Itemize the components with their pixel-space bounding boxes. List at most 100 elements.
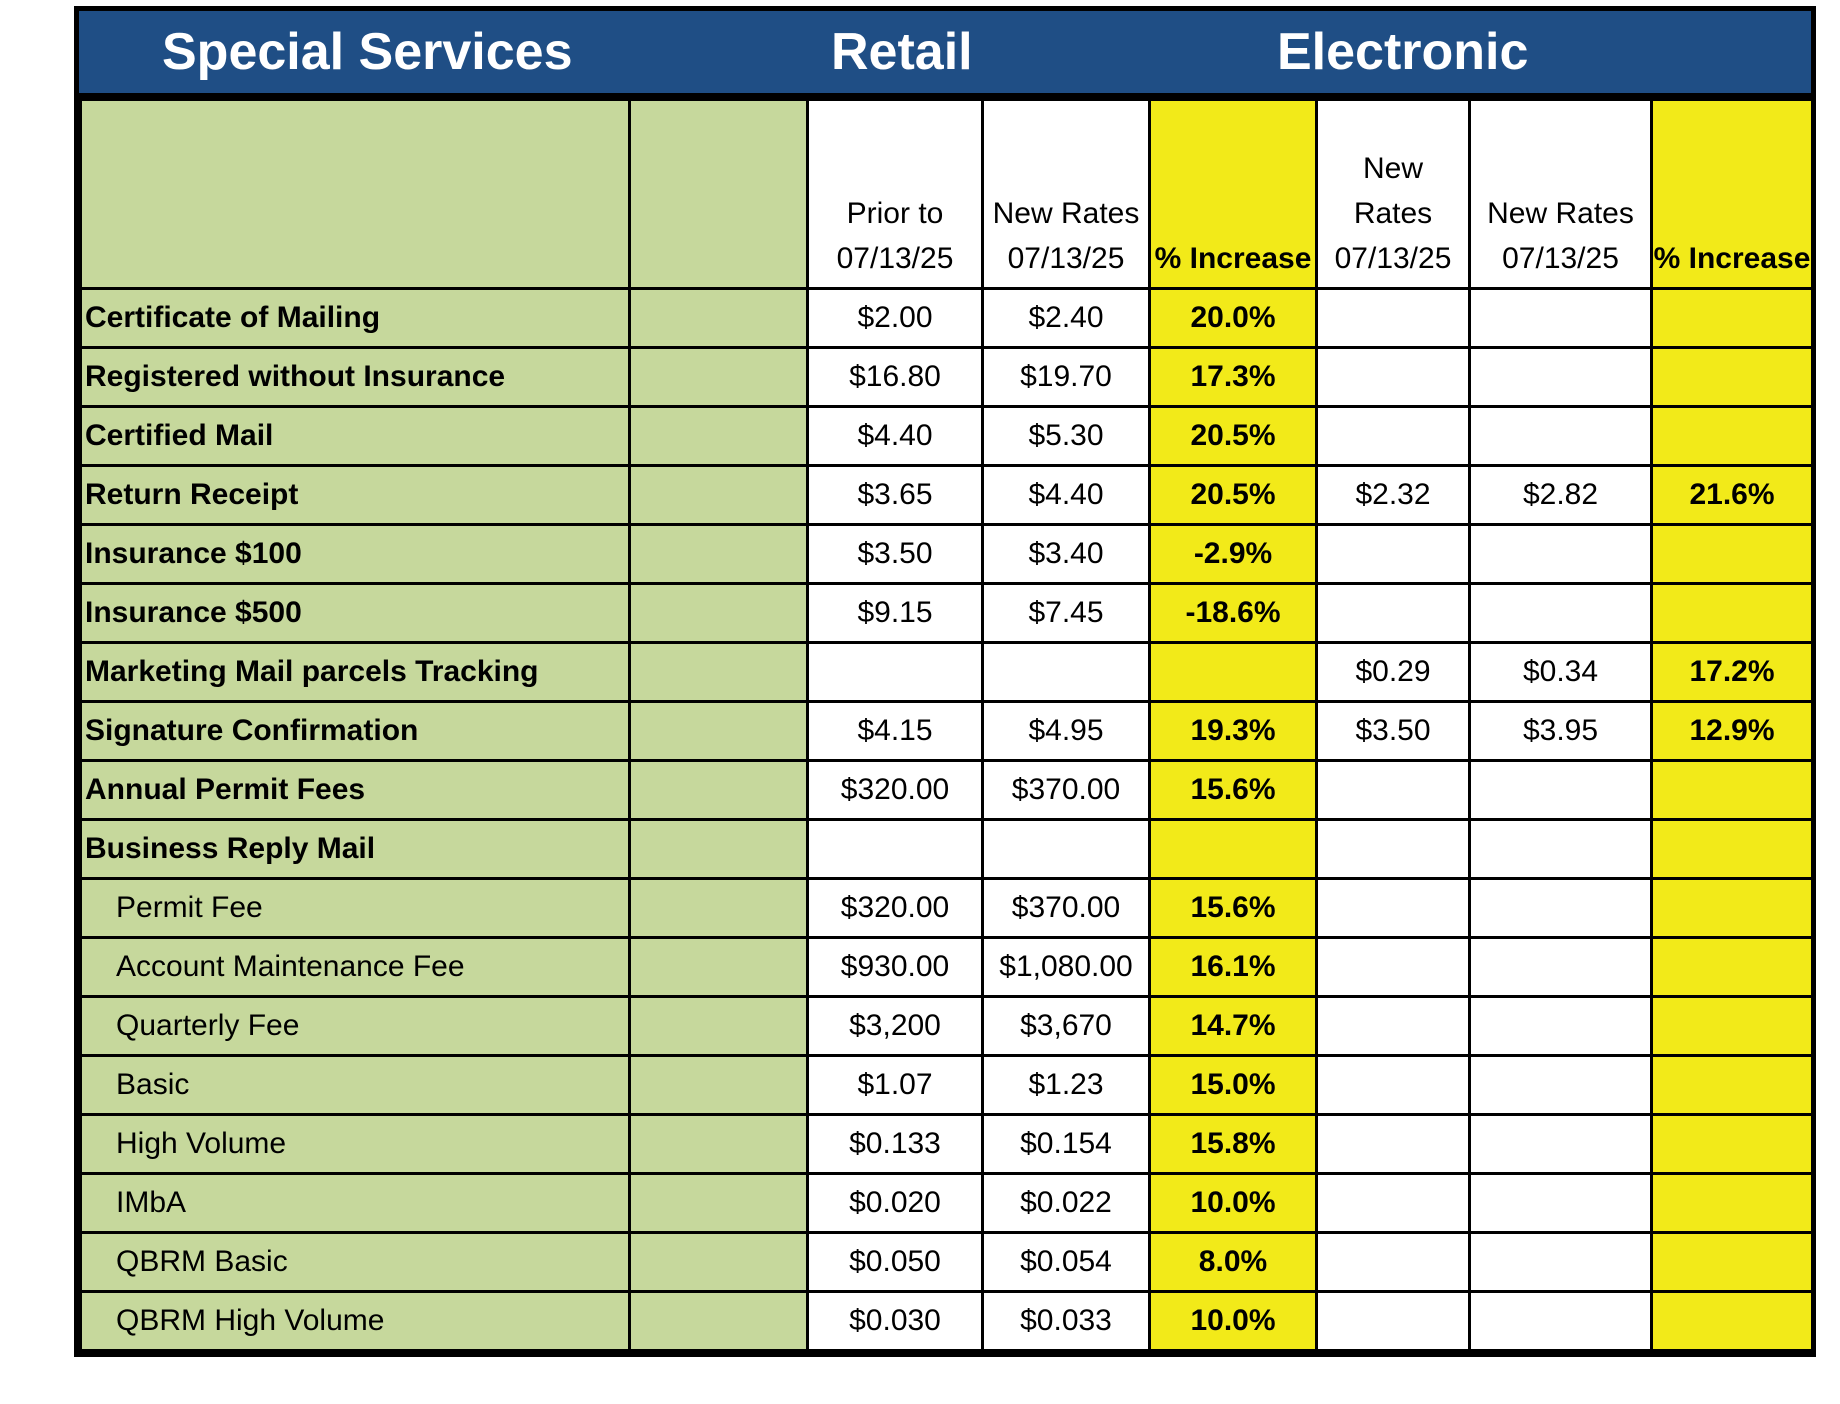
row-label: High Volume [79,1113,631,1175]
table-row: QBRM Basic $0.050 $0.054 8.0% [79,1231,1814,1293]
row-label: Certificate of Mailing [79,287,631,349]
elec-pct-cell [1650,995,1814,1057]
elec-pct-cell [1650,759,1814,821]
banner-retail: Retail [831,23,973,81]
header-retail-pct: % Increase [1148,98,1318,290]
row-blank-cell [628,346,809,408]
retail-pct-cell: -2.9% [1148,523,1318,585]
elec-new-cell [1468,346,1653,408]
retail-new-cell: $19.70 [981,346,1151,408]
table-row: Basic $1.07 $1.23 15.0% [79,1054,1814,1116]
table-row: Marketing Mail parcels Tracking $0.29 $0.3… [79,641,1814,703]
elec-pct-cell [1650,1172,1814,1234]
header-retail-new-line2: 07/13/25 [1007,242,1125,275]
elec-pct-cell [1650,287,1814,349]
row-blank-cell [628,877,809,939]
elec-new-cell [1468,995,1653,1057]
elec-new-cell [1468,582,1653,644]
retail-prior-cell: $1.07 [806,1054,984,1116]
retail-new-cell: $370.00 [981,759,1151,821]
retail-pct-cell: 8.0% [1148,1231,1318,1293]
elec-pct-cell [1650,582,1814,644]
elec-prior-cell [1315,346,1471,408]
retail-new-cell [981,818,1151,880]
header-elec-new-b: New Rates 07/13/25 [1468,98,1653,290]
row-label: QBRM High Volume [79,1290,631,1352]
elec-prior-cell [1315,759,1471,821]
elec-prior-cell: $2.32 [1315,464,1471,526]
header-elec-new-b-line2: 07/13/25 [1502,242,1619,275]
row-blank-cell [628,287,809,349]
row-blank-cell [628,936,809,998]
row-label: Marketing Mail parcels Tracking [79,641,631,703]
retail-prior-cell: $320.00 [806,759,984,821]
retail-pct-cell [1148,641,1318,703]
row-blank-cell [628,582,809,644]
elec-prior-cell [1315,582,1471,644]
row-label: Business Reply Mail [79,818,631,880]
elec-pct-cell: 12.9% [1650,700,1814,762]
elec-pct-cell: 17.2% [1650,641,1814,703]
banner-title: Special Services [162,23,573,81]
elec-pct-cell [1650,1290,1814,1352]
elec-prior-cell [1315,1231,1471,1293]
retail-new-cell: $0.033 [981,1290,1151,1352]
elec-new-cell [1468,287,1653,349]
retail-prior-cell: $0.133 [806,1113,984,1175]
table-row: Account Maintenance Fee $930.00 $1,080.00 1… [79,936,1814,998]
retail-new-cell: $0.022 [981,1172,1151,1234]
retail-prior-cell: $0.020 [806,1172,984,1234]
elec-prior-cell [1315,1172,1471,1234]
header-retail-new-line1: New Rates [992,197,1140,230]
elec-prior-cell [1315,1113,1471,1175]
retail-new-cell: $0.054 [981,1231,1151,1293]
column-header-row: Prior to 07/13/25 New Rates 07/13/25 % I… [79,98,1814,290]
table-row: Quarterly Fee $3,200 $3,670 14.7% [79,995,1814,1057]
elec-prior-cell [1315,995,1471,1057]
elec-prior-cell: $3.50 [1315,700,1471,762]
elec-new-cell [1468,877,1653,939]
retail-pct-cell: -18.6% [1148,582,1318,644]
row-label: Basic [79,1054,631,1116]
elec-new-cell [1468,936,1653,998]
row-blank-cell [628,641,809,703]
retail-prior-cell: $0.050 [806,1231,984,1293]
elec-prior-cell [1315,818,1471,880]
retail-pct-cell: 15.6% [1148,759,1318,821]
retail-new-cell: $5.30 [981,405,1151,467]
elec-prior-cell [1315,1290,1471,1352]
row-blank-cell [628,405,809,467]
table-row: Registered without Insurance $16.80 $19.70… [79,346,1814,408]
retail-prior-cell: $4.15 [806,700,984,762]
header-retail-pct-label: % Increase [1154,242,1312,275]
retail-prior-cell: $3.50 [806,523,984,585]
retail-pct-cell: 14.7% [1148,995,1318,1057]
retail-prior-cell: $4.40 [806,405,984,467]
header-elec-new-a-line1: New [1362,152,1423,185]
retail-pct-cell: 15.8% [1148,1113,1318,1175]
elec-pct-cell [1650,1113,1814,1175]
row-blank-cell [628,759,809,821]
row-label: Insurance $100 [79,523,631,585]
row-label: Registered without Insurance [79,346,631,408]
header-banner: Special Services Retail Electronic [79,11,1811,98]
elec-new-cell [1468,818,1653,880]
retail-prior-cell: $9.15 [806,582,984,644]
retail-pct-cell [1148,818,1318,880]
row-blank-cell [628,1172,809,1234]
elec-prior-cell: $0.29 [1315,641,1471,703]
row-label: Permit Fee [79,877,631,939]
header-elec-new-b-line1: New Rates [1487,197,1634,230]
row-blank-cell [628,1113,809,1175]
retail-prior-cell: $3.65 [806,464,984,526]
retail-prior-cell: $16.80 [806,346,984,408]
row-label: QBRM Basic [79,1231,631,1293]
table-row: Permit Fee $320.00 $370.00 15.6% [79,877,1814,939]
retail-prior-cell: $0.030 [806,1290,984,1352]
elec-pct-cell [1650,405,1814,467]
header-elec-new-a-line3: 07/13/25 [1334,242,1452,275]
row-blank-cell [628,818,809,880]
elec-pct-cell [1650,1054,1814,1116]
header-elec-pct-label: % Increase [1653,242,1811,275]
retail-pct-cell: 10.0% [1148,1290,1318,1352]
